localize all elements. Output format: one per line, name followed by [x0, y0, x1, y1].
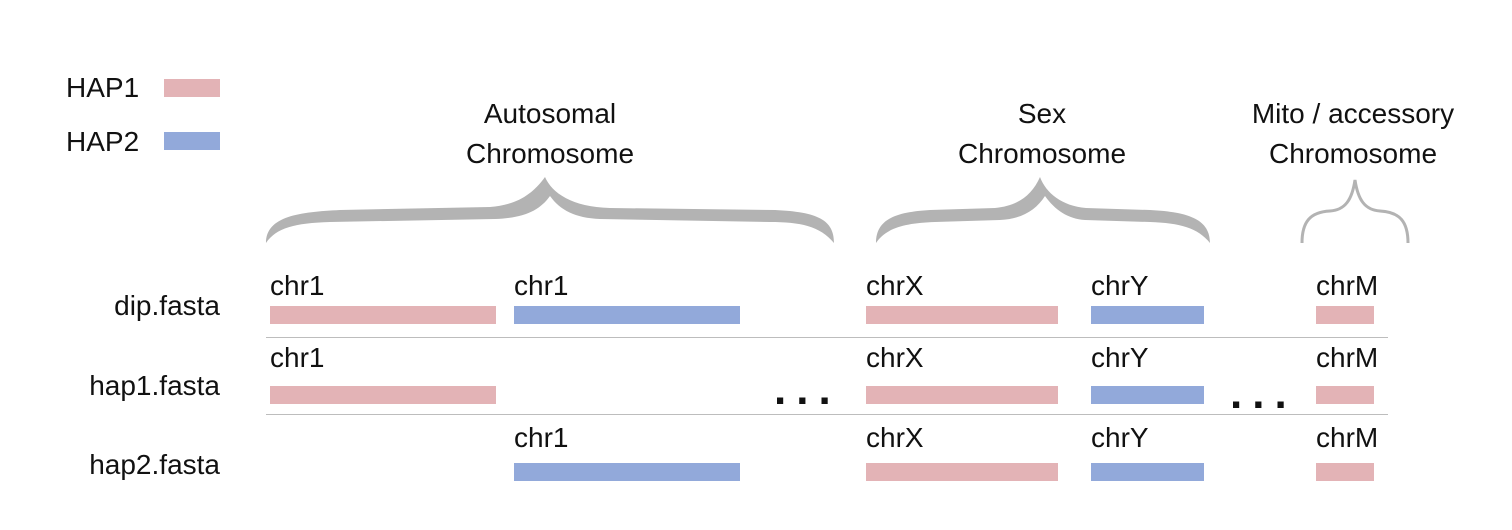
autosomal-brace [266, 177, 834, 243]
dip-chrx-bar [866, 306, 1058, 324]
hap1-chrm-label: chrM [1316, 342, 1379, 373]
hap2-chr1-bar [514, 463, 740, 481]
row-label-hap2: hap2.fasta [89, 449, 220, 480]
autosomal-title-line2: Chromosome [465, 138, 635, 169]
dip-chry-label: chrY [1091, 270, 1149, 301]
hap1-chr1-bar [270, 386, 496, 404]
hap2-chrm-bar [1316, 463, 1374, 481]
mito-group-title: Mito / accessory Chromosome [1203, 94, 1503, 174]
hap1-chrx-bar [866, 386, 1058, 404]
dip-chrm-label: chrM [1316, 270, 1379, 301]
dip-chr1-hap2-bar [514, 306, 740, 324]
autosomal-title-line1: Autosomal [483, 98, 617, 129]
sex-group-title: Sex Chromosome [892, 94, 1192, 174]
dip-chr1-hap1-bar [270, 306, 496, 324]
hap1-chr1-label: chr1 [270, 342, 325, 373]
hap2-chrm-label: chrM [1316, 422, 1379, 453]
dip-chr1-hap1-label: chr1 [270, 270, 325, 301]
hap2-chrx-bar [866, 463, 1058, 481]
hap1-chry-label: chrY [1091, 342, 1149, 373]
legend-hap2-swatch [164, 132, 220, 150]
autosomal-group-title: Autosomal Chromosome [400, 94, 700, 174]
hap1-ellipsis-autosomal: ... [774, 365, 841, 414]
legend-hap2-label: HAP2 [66, 126, 140, 157]
sex-title-line1: Sex [1017, 98, 1067, 129]
hap2-chry-label: chrY [1091, 422, 1149, 453]
row-label-dip: dip.fasta [114, 290, 220, 321]
mito-brace [1300, 179, 1410, 244]
dip-chry-bar [1091, 306, 1204, 324]
hap1-ellipsis-accessory: ... [1230, 369, 1297, 418]
hap2-chry-bar [1091, 463, 1204, 481]
mito-title-line2: Chromosome [1268, 138, 1438, 169]
sex-title-line2: Chromosome [957, 138, 1127, 169]
row-divider-2 [266, 414, 1388, 415]
hap1-chrm-bar [1316, 386, 1374, 404]
hap2-chr1-label: chr1 [514, 422, 569, 453]
hap1-chrx-label: chrX [866, 342, 924, 373]
legend-hap1-label: HAP1 [66, 72, 140, 103]
sex-brace [876, 177, 1210, 243]
hap2-chrx-label: chrX [866, 422, 924, 453]
dip-chrx-label: chrX [866, 270, 924, 301]
legend-hap1-swatch [164, 79, 220, 97]
row-divider-1 [266, 337, 1388, 338]
hap1-chry-bar [1091, 386, 1204, 404]
row-label-hap1: hap1.fasta [89, 370, 220, 401]
dip-chr1-hap2-label: chr1 [514, 270, 569, 301]
mito-title-line1: Mito / accessory [1251, 98, 1455, 129]
dip-chrm-bar [1316, 306, 1374, 324]
